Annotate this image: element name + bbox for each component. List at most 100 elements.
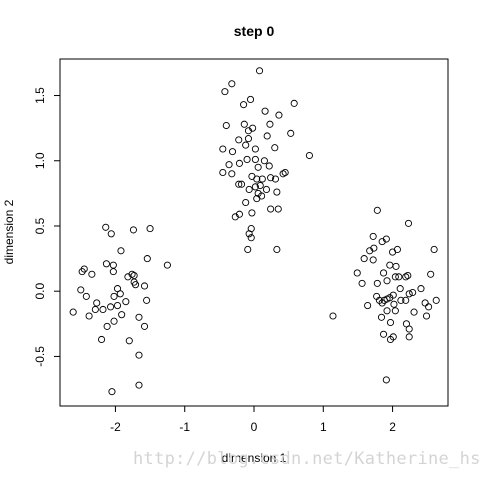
data-point [117,247,125,255]
x-tick-label: 0 [251,420,258,434]
data-point [402,273,410,281]
data-point [130,271,138,280]
data-point [98,335,106,344]
y-tick-label: 0.5 [33,217,47,234]
data-point [235,159,243,167]
data-point [329,312,337,320]
data-point [69,308,77,316]
data-point [237,180,246,188]
data-point [240,120,248,128]
data-point [107,230,115,238]
data-point [110,317,118,325]
data-point [140,282,149,290]
data-point [373,279,381,287]
data-point [251,183,259,191]
data-point [405,325,413,333]
data-point [287,129,295,137]
data-point [242,198,250,207]
data-point [274,205,282,213]
data-point [265,162,273,170]
data-point [380,330,388,338]
data-point [109,261,117,269]
data-point [228,170,236,178]
data-point [279,170,287,178]
data-point [421,299,429,307]
data-point [118,311,126,319]
data-point [242,141,250,149]
data-point [290,99,298,107]
data-point [281,168,289,177]
x-axis: -2 -1 0 1 2 [110,406,396,434]
data-point [131,281,140,289]
chart-title: step 0 [234,23,275,39]
data-point [391,307,399,315]
data-point [255,67,264,75]
data-point [107,303,115,311]
data-point [390,300,398,308]
data-point [243,155,251,163]
data-point [404,219,413,227]
x-tick-label: 2 [389,420,396,434]
data-point [124,273,132,281]
data-point [373,206,381,214]
data-point [378,238,386,246]
data-point [366,247,374,255]
data-point [249,124,257,132]
data-point [405,290,413,298]
data-point [85,312,93,320]
y-axis-label: dimension 2 [2,199,16,264]
data-point [378,299,386,307]
data-point [109,268,117,276]
data-point [116,290,124,298]
data-point [129,226,137,234]
data-point [219,145,227,153]
data-point [228,80,236,88]
data-point [143,296,151,304]
data-point [432,296,440,304]
plot-frame [59,58,449,407]
y-tick-label: 0.0 [33,283,47,300]
data-point [261,107,269,115]
data-point [267,174,275,182]
data-point [409,288,417,297]
data-point [135,381,143,389]
data-point [422,312,431,320]
data-point [427,270,435,278]
data-point [360,255,368,263]
data-point [235,180,243,188]
data-point [386,318,395,327]
data-point [240,101,248,109]
data-point [273,245,281,254]
data-point [91,305,99,314]
data-point [222,121,230,130]
data-point [228,148,237,156]
data-point [99,305,107,314]
data-point [267,205,275,213]
data-point [102,260,110,268]
data-point [247,225,255,233]
data-point [273,188,281,196]
data-point [125,337,133,345]
y-tick-label: 1.0 [33,152,47,169]
data-point [254,163,262,171]
data-point [251,155,259,163]
data-point [430,245,438,254]
data-point [88,270,96,278]
data-point [244,135,253,143]
data-point [245,185,253,194]
data-point [225,161,233,169]
data-point [425,303,433,311]
data-point [380,269,388,277]
data-point [143,255,151,263]
data-point [108,388,116,396]
data-point [221,88,229,96]
data-point [393,245,401,254]
data-point [404,271,412,280]
data-point [263,132,271,140]
data-points [69,67,440,396]
x-axis-label: dimension 1 [222,451,287,465]
data-point [135,313,143,321]
data-point [248,209,256,217]
data-point [364,302,372,310]
